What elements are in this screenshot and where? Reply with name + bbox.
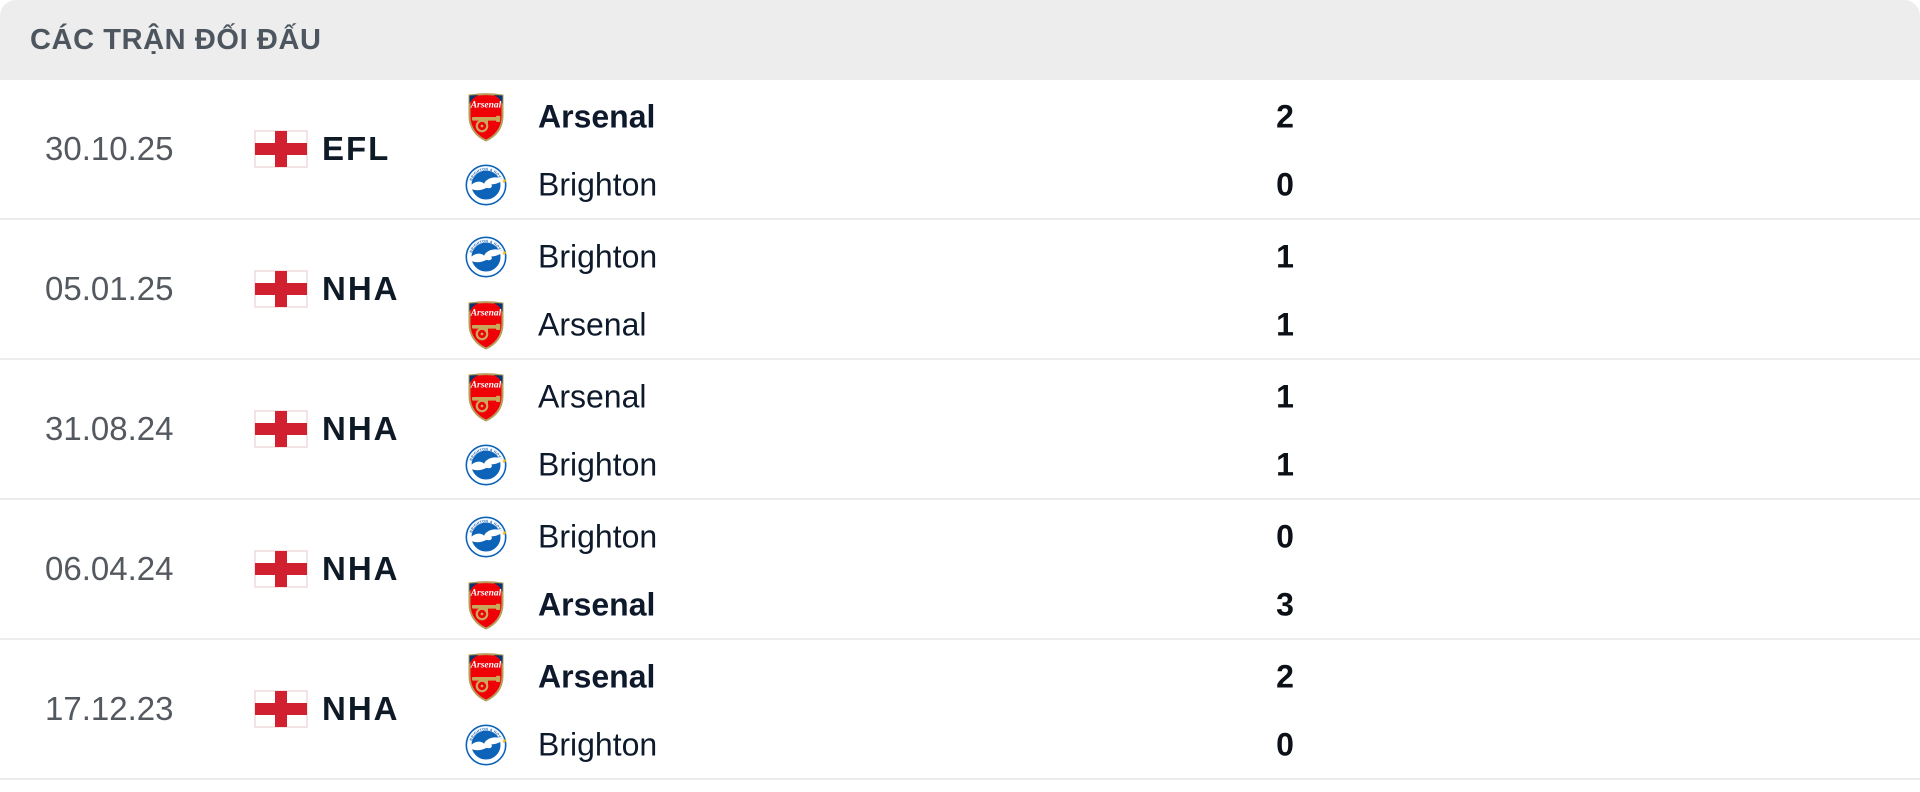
team-logo: Arsenal BRIGHTON & HOVE [462, 718, 510, 772]
team-line: Arsenal [0, 503, 1920, 571]
team-name: Arsenal [538, 658, 656, 695]
svg-text:Arsenal: Arsenal [470, 309, 502, 319]
arsenal-crest-icon: Arsenal [468, 373, 504, 422]
arsenal-crest-icon: Arsenal [468, 581, 504, 630]
arsenal-crest-icon: Arsenal [468, 653, 504, 702]
match-row[interactable]: 05.01.25 NHA Arsenal [0, 220, 1920, 360]
svg-text:ALBION: ALBION [478, 266, 494, 272]
team-name: Brighton [538, 446, 658, 483]
team-line: Arsenal BRIGHTON & HOVE [0, 291, 1920, 359]
team-line: Arsenal BRIGHTON & HOVE [0, 151, 1920, 219]
svg-text:ALBION: ALBION [478, 754, 494, 760]
team-score: 0 [1276, 726, 1294, 763]
england-flag-icon [254, 270, 308, 308]
team-line: Arsenal [0, 363, 1920, 431]
team-score: 2 [1276, 98, 1294, 135]
arsenal-crest-icon: Arsenal [468, 301, 504, 350]
england-flag-icon [254, 550, 308, 588]
england-flag-icon [254, 690, 308, 728]
match-date: 06.04.24 [45, 550, 174, 587]
teams-block: Arsenal [0, 80, 1920, 218]
section-title: CÁC TRẬN ĐỐI ĐẤU [30, 23, 322, 56]
team-name: Arsenal [538, 378, 647, 415]
h2h-header: CÁC TRẬN ĐỐI ĐẤU [0, 0, 1920, 80]
match-row[interactable]: 06.04.24 NHA Arsenal [0, 500, 1920, 640]
team-score: 3 [1276, 586, 1294, 623]
brighton-crest-icon: BRIGHTON & HOVE ALBION [465, 164, 507, 206]
team-name: Arsenal [538, 586, 656, 623]
team-score: 1 [1276, 446, 1294, 483]
brighton-crest-icon: BRIGHTON & HOVE ALBION [465, 516, 507, 558]
match-date: 05.01.25 [45, 270, 174, 307]
team-score: 1 [1276, 306, 1294, 343]
team-score: 2 [1276, 658, 1294, 695]
svg-text:ALBION: ALBION [478, 546, 494, 552]
team-logo: Arsenal BRIGHTON & HOVE [462, 298, 510, 352]
team-logo: Arsenal BRIGHTON & HOVE [462, 438, 510, 492]
team-name: Brighton [538, 518, 658, 555]
team-name: Arsenal [538, 306, 647, 343]
team-line: Arsenal [0, 643, 1920, 711]
competition-label: NHA [322, 690, 400, 727]
team-logo: Arsenal [462, 230, 510, 284]
england-flag-icon [254, 130, 308, 168]
svg-text:Arsenal: Arsenal [470, 661, 502, 671]
brighton-crest-icon: BRIGHTON & HOVE ALBION [465, 724, 507, 766]
team-name: Brighton [538, 238, 658, 275]
england-flag-icon [254, 410, 308, 448]
match-list: 30.10.25 EFL Arsenal [0, 80, 1920, 780]
arsenal-crest-icon: Arsenal [468, 93, 504, 142]
match-date: 17.12.23 [45, 690, 174, 727]
team-line: Arsenal [0, 83, 1920, 151]
competition-label: NHA [322, 550, 400, 587]
teams-block: Arsenal [0, 640, 1920, 778]
team-logo: Arsenal [462, 370, 510, 424]
brighton-crest-icon: BRIGHTON & HOVE ALBION [465, 444, 507, 486]
svg-text:Arsenal: Arsenal [470, 381, 502, 391]
team-logo: Arsenal BRIGHTON & HOVE [462, 158, 510, 212]
team-line: Arsenal BRIGHTON & HOVE [0, 711, 1920, 779]
teams-block: Arsenal [0, 220, 1920, 358]
team-name: Brighton [538, 166, 658, 203]
team-score: 0 [1276, 518, 1294, 555]
brighton-crest-icon: BRIGHTON & HOVE ALBION [465, 236, 507, 278]
team-score: 0 [1276, 166, 1294, 203]
team-logo: Arsenal BRIGHTON & HOVE [462, 578, 510, 632]
competition-label: NHA [322, 410, 400, 447]
team-line: Arsenal BRIGHTON & HOVE [0, 571, 1920, 639]
svg-text:ALBION: ALBION [478, 474, 494, 480]
team-logo: Arsenal [462, 90, 510, 144]
team-line: Arsenal BRIGHTON & HOVE [0, 431, 1920, 499]
team-logo: Arsenal [462, 510, 510, 564]
team-line: Arsenal [0, 223, 1920, 291]
team-logo: Arsenal [462, 650, 510, 704]
competition-label: NHA [322, 270, 400, 307]
match-date: 30.10.25 [45, 130, 174, 167]
team-name: Brighton [538, 726, 658, 763]
team-name: Arsenal [538, 98, 656, 135]
match-row[interactable]: 31.08.24 NHA Arsenal [0, 360, 1920, 500]
svg-text:ALBION: ALBION [478, 194, 494, 200]
match-row[interactable]: 30.10.25 EFL Arsenal [0, 80, 1920, 220]
teams-block: Arsenal [0, 500, 1920, 638]
svg-text:Arsenal: Arsenal [470, 589, 502, 599]
competition-label: EFL [322, 130, 391, 167]
svg-text:Arsenal: Arsenal [470, 101, 502, 111]
team-score: 1 [1276, 238, 1294, 275]
match-date: 31.08.24 [45, 410, 174, 447]
teams-block: Arsenal [0, 360, 1920, 498]
match-row[interactable]: 17.12.23 NHA Arsenal [0, 640, 1920, 780]
team-score: 1 [1276, 378, 1294, 415]
